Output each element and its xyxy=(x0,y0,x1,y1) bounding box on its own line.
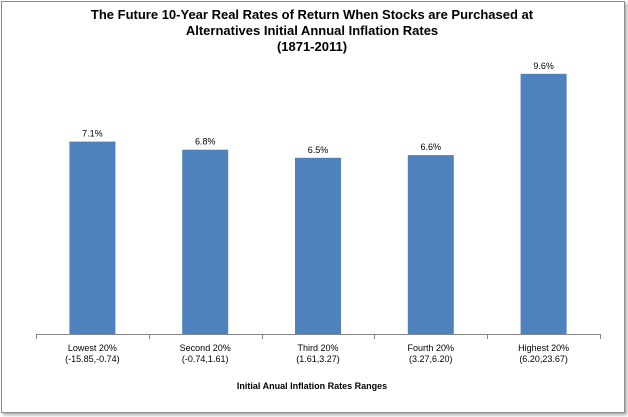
x-tick-range-5: (6.20,23.67) xyxy=(519,354,568,364)
data-label-3: 6.5% xyxy=(308,145,329,155)
bar-4 xyxy=(407,155,454,334)
data-label-4: 6.6% xyxy=(421,142,442,152)
x-tick-label-4: Fourth 20% xyxy=(408,343,455,353)
bar-5 xyxy=(520,73,567,335)
bar-3 xyxy=(295,157,341,334)
bar-1 xyxy=(69,141,116,334)
x-tick-range-2: (-0.74,1.61) xyxy=(182,354,229,364)
x-tick-label-2: Second 20% xyxy=(180,343,231,353)
bar-2 xyxy=(182,149,229,334)
x-tick-range-1: (-15.85,-0.74) xyxy=(65,354,120,364)
data-label-5: 9.6% xyxy=(533,61,554,71)
chart-title-line-2: Alternatives Initial Annual Inflation Ra… xyxy=(185,23,439,38)
chart-title: The Future 10-Year Real Rates of Return … xyxy=(0,7,624,55)
data-label-2: 6.8% xyxy=(195,137,216,147)
x-tick-range-4: (3.27,6.20) xyxy=(409,354,453,364)
x-tick-label-5: Highest 20% xyxy=(518,343,569,353)
x-tick-label-1: Lowest 20% xyxy=(68,343,117,353)
chart-title-line-3: (1871-2011) xyxy=(276,39,348,54)
x-axis-title: Initial Anual Inflation Rates Ranges xyxy=(236,381,388,391)
x-tick-label-3: Third 20% xyxy=(297,343,338,353)
x-tick-range-3: (1.61,3.27) xyxy=(296,354,340,364)
data-label-1: 7.1% xyxy=(82,129,103,139)
chart-title-line-1: The Future 10-Year Real Rates of Return … xyxy=(90,7,534,22)
